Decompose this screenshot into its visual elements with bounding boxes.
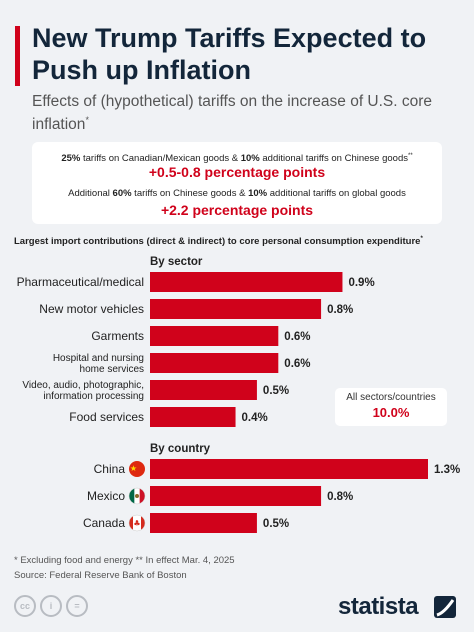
scenario-1-footnote-mark: ** <box>407 153 413 159</box>
bar-value-label: 0.5% <box>263 385 289 397</box>
category-label: Hospital and nursing <box>53 353 144 364</box>
page-title: New Trump Tariffs Expected to Push up In… <box>32 23 427 85</box>
total-value: 10.0% <box>372 405 410 420</box>
scenario-2-text-a: Additional <box>68 188 113 199</box>
category-label: Food services <box>69 410 144 424</box>
attribution-icon[interactable]: i <box>40 595 62 617</box>
title-accent-bar <box>15 26 20 86</box>
scenario-1-text-b: additional tariffs on Chinese goods <box>259 153 408 165</box>
chart-heading-text: Largest import contributions (direct & i… <box>14 236 421 248</box>
subtitle-text: Effects of (hypothetical) tariffs on the… <box>32 93 433 134</box>
bar-value-label: 0.8% <box>327 491 353 503</box>
mexico-flag-emblem <box>135 494 139 498</box>
bar-country-1 <box>150 486 322 506</box>
mexico-flag-stripe <box>129 488 135 504</box>
mexico-flag-border <box>128 487 146 505</box>
statista-logo-icon[interactable] <box>434 596 456 618</box>
bar-value-label: 0.6% <box>284 331 310 343</box>
no-derivatives-icon[interactable]: = <box>66 595 88 617</box>
scenario-1-text-a: tariffs on Canadian/Mexican goods & <box>80 153 241 165</box>
scenario-2-description: Additional 60% tariffs on Chinese goods … <box>32 188 442 200</box>
bar-value-label: 0.6% <box>284 358 310 370</box>
bar-value-label: 0.4% <box>242 412 268 424</box>
bar-value-label: 0.8% <box>327 304 353 316</box>
chart-heading: Largest import contributions (direct & i… <box>14 236 423 247</box>
cc-icon[interactable]: cc <box>14 595 36 617</box>
category-label: New motor vehicles <box>39 302 144 316</box>
bar-value-label: 0.5% <box>263 518 289 530</box>
category-label: information processing <box>43 391 144 402</box>
bar-country-0 <box>150 459 428 479</box>
bar-sector-2 <box>150 326 279 346</box>
canada-flag-leaf: ♣ <box>133 519 140 528</box>
category-label: Mexico <box>87 489 125 503</box>
statista-logo[interactable]: statista <box>338 593 419 620</box>
bar-value-label: 1.3% <box>434 464 460 476</box>
license-icons: cc i = <box>14 595 88 617</box>
bar-value-label: 0.9% <box>348 277 374 289</box>
footnote-source: Source: Federal Reserve Bank of Boston <box>14 570 187 581</box>
bar-sector-3 <box>150 353 279 373</box>
category-label: Pharmaceutical/medical <box>17 275 144 289</box>
canada-flag-stripe <box>129 515 134 531</box>
scenario-1-rate-a: 25% <box>61 153 81 165</box>
canada-flag-stripe <box>133 515 142 531</box>
china-flag-icon <box>129 461 145 477</box>
canada-flag-stripe <box>141 515 145 531</box>
category-label: Video, audio, photographic, <box>22 380 144 391</box>
scenario-1-rate-b: 10% <box>240 153 260 165</box>
footnote: * Excluding food and energy ** In effect… <box>14 553 235 583</box>
subtitle-footnote-mark: * <box>85 115 89 125</box>
total-box: All sectors/countries 10.0% <box>335 388 447 426</box>
chart-heading-footnote-mark: * <box>420 236 423 242</box>
category-label: China <box>94 462 126 476</box>
bar-sector-0 <box>150 272 343 292</box>
bar-sector-4 <box>150 380 257 400</box>
subtitle: Effects of (hypothetical) tariffs on the… <box>32 92 462 134</box>
canada-flag-border <box>128 514 146 532</box>
china-flag-star: ★ <box>130 464 137 473</box>
canada-flag-icon <box>129 515 145 531</box>
total-label: All sectors/countries <box>346 392 436 403</box>
scenario-2-text-c: additional tariffs on global goods <box>267 188 406 199</box>
scenario-box: 25% tariffs on Canadian/Mexican goods & … <box>32 142 442 224</box>
scenario-2-text-b: tariffs on Chinese goods & <box>131 188 249 199</box>
group-label-country: By country <box>150 443 211 455</box>
group-label-sector: By sector <box>150 256 203 268</box>
footnote-notes: * Excluding food and energy ** In effect… <box>14 555 235 566</box>
scenario-1-description: 25% tariffs on Canadian/Mexican goods & … <box>32 150 442 165</box>
scenario-2-value: +2.2 percentage points <box>160 202 314 218</box>
scenario-1-value: +0.5-0.8 percentage points <box>148 164 326 180</box>
category-label: Canada <box>83 516 125 530</box>
bar-sector-5 <box>150 407 236 427</box>
mexico-flag-stripe <box>139 488 145 504</box>
category-label: home services <box>80 364 144 375</box>
bar-country-2 <box>150 513 257 533</box>
scenario-2-rate-b: 10% <box>248 188 268 199</box>
bar-sector-1 <box>150 299 322 319</box>
category-label: Garments <box>91 329 144 343</box>
scenario-2-rate-a: 60% <box>112 188 132 199</box>
